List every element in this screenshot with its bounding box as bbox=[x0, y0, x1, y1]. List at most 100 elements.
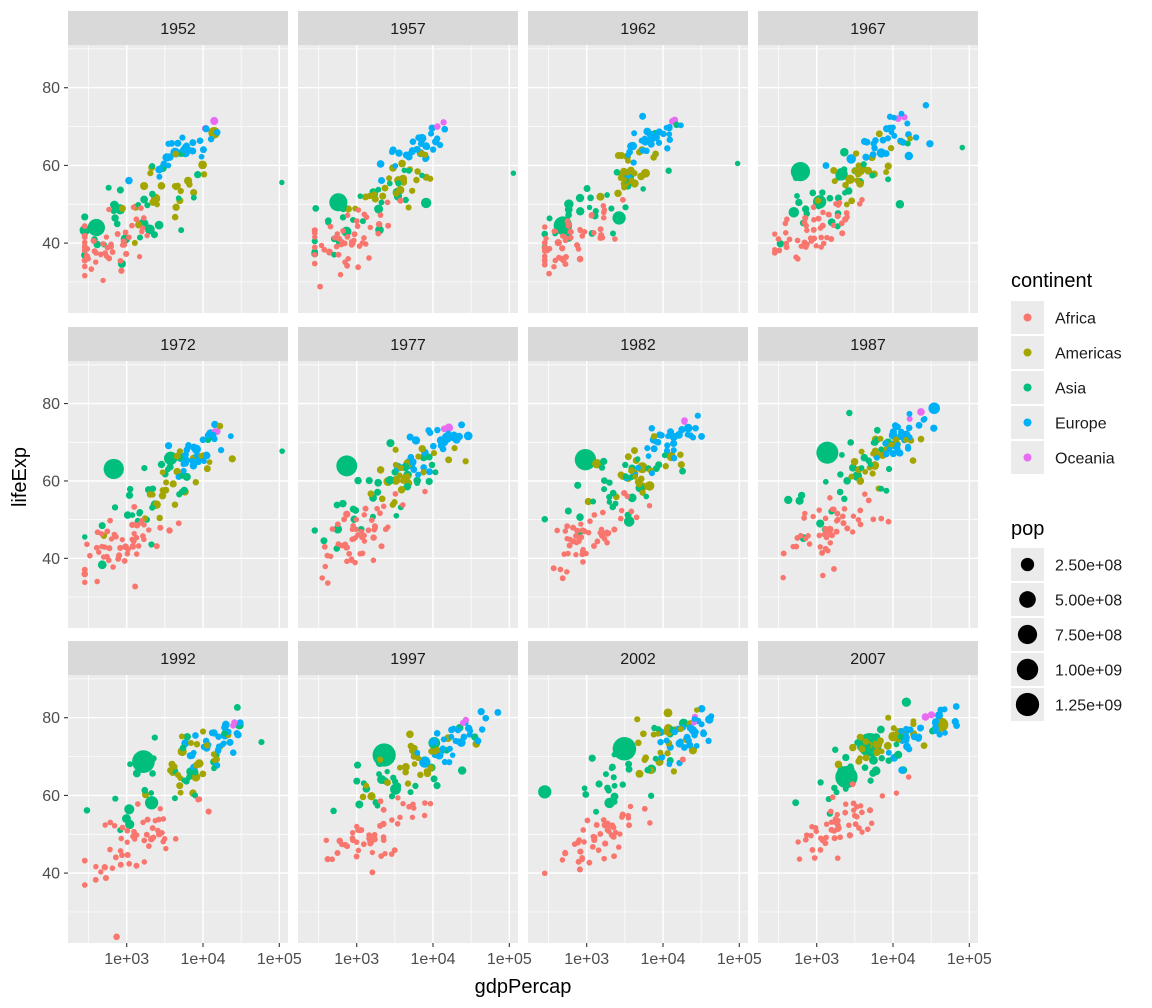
data-point bbox=[163, 479, 170, 486]
data-point bbox=[893, 790, 900, 796]
data-point bbox=[97, 560, 107, 570]
data-point bbox=[952, 703, 960, 710]
data-point bbox=[906, 415, 913, 422]
data-point bbox=[884, 135, 891, 142]
data-point bbox=[854, 739, 861, 746]
data-point bbox=[126, 860, 133, 867]
data-point bbox=[870, 439, 877, 446]
data-point bbox=[595, 780, 603, 788]
data-point bbox=[439, 745, 447, 752]
data-point bbox=[606, 499, 613, 505]
data-point bbox=[922, 102, 930, 109]
data-point bbox=[424, 143, 431, 150]
data-point bbox=[824, 234, 830, 241]
data-point bbox=[376, 160, 385, 168]
data-point bbox=[178, 733, 185, 740]
data-point bbox=[392, 446, 399, 453]
data-point bbox=[576, 866, 583, 873]
data-point bbox=[576, 255, 584, 263]
panel-background bbox=[298, 361, 518, 628]
data-point bbox=[677, 725, 684, 732]
data-point bbox=[641, 135, 648, 142]
data-point bbox=[154, 220, 164, 230]
data-point bbox=[353, 777, 361, 785]
data-point bbox=[921, 713, 930, 721]
data-point bbox=[559, 575, 566, 582]
data-point bbox=[835, 825, 842, 831]
data-point bbox=[191, 768, 199, 776]
data-point bbox=[849, 463, 857, 472]
data-point bbox=[576, 513, 584, 521]
data-point bbox=[834, 811, 840, 818]
data-point bbox=[117, 544, 124, 551]
data-point bbox=[227, 433, 234, 440]
data-point bbox=[393, 512, 400, 519]
data-point bbox=[621, 177, 628, 183]
points-1957 bbox=[311, 119, 517, 290]
data-point bbox=[83, 807, 91, 814]
data-point bbox=[384, 199, 391, 206]
x-tick-label: 1e+05 bbox=[717, 951, 762, 968]
data-point bbox=[117, 258, 124, 264]
data-point bbox=[186, 181, 193, 188]
y-tick-label: 40 bbox=[42, 551, 60, 568]
y-axis-title: lifeExp bbox=[9, 447, 31, 507]
panel-background bbox=[528, 361, 748, 628]
data-point bbox=[172, 203, 180, 211]
data-point bbox=[827, 808, 834, 815]
data-point bbox=[203, 742, 211, 749]
data-point bbox=[141, 215, 147, 221]
data-point bbox=[583, 185, 591, 192]
data-point bbox=[354, 223, 361, 230]
data-point bbox=[311, 230, 318, 236]
data-point bbox=[617, 515, 624, 522]
data-point bbox=[801, 515, 807, 521]
data-point bbox=[597, 226, 604, 233]
data-point bbox=[590, 498, 597, 505]
data-point bbox=[586, 859, 593, 866]
data-point bbox=[148, 541, 155, 548]
data-point bbox=[140, 195, 149, 204]
data-point bbox=[905, 424, 913, 432]
data-point bbox=[864, 826, 871, 833]
data-point bbox=[697, 705, 706, 713]
data-point bbox=[371, 526, 378, 533]
facet-strip bbox=[758, 327, 978, 361]
y-tick-label: 40 bbox=[42, 866, 60, 883]
data-point bbox=[340, 228, 346, 234]
data-point bbox=[828, 236, 835, 243]
data-point bbox=[873, 454, 880, 461]
data-point bbox=[679, 467, 686, 475]
data-point bbox=[839, 513, 846, 520]
data-point bbox=[357, 193, 364, 200]
data-point bbox=[541, 240, 548, 246]
data-point bbox=[361, 512, 367, 518]
data-point bbox=[565, 211, 572, 219]
data-point bbox=[136, 234, 144, 241]
data-point bbox=[625, 760, 633, 768]
data-point bbox=[448, 733, 455, 740]
data-point bbox=[404, 780, 412, 787]
legend-title: pop bbox=[1011, 518, 1044, 540]
points-1972 bbox=[81, 420, 285, 590]
data-point bbox=[430, 442, 437, 450]
data-point bbox=[834, 760, 843, 769]
data-point bbox=[875, 130, 883, 138]
data-point bbox=[564, 536, 570, 542]
data-point bbox=[831, 178, 838, 185]
data-point bbox=[410, 801, 416, 807]
data-point bbox=[782, 220, 789, 227]
legend-label: Asia bbox=[1055, 381, 1086, 398]
data-point bbox=[441, 758, 448, 766]
data-point bbox=[797, 532, 804, 539]
data-point bbox=[581, 839, 587, 845]
data-point bbox=[854, 814, 860, 820]
data-point bbox=[885, 518, 892, 525]
facet-strip bbox=[298, 641, 518, 675]
data-point bbox=[897, 733, 904, 740]
data-point bbox=[577, 848, 584, 855]
data-point bbox=[817, 847, 824, 853]
data-point bbox=[541, 515, 548, 523]
data-point bbox=[339, 214, 347, 221]
data-point bbox=[397, 197, 404, 204]
